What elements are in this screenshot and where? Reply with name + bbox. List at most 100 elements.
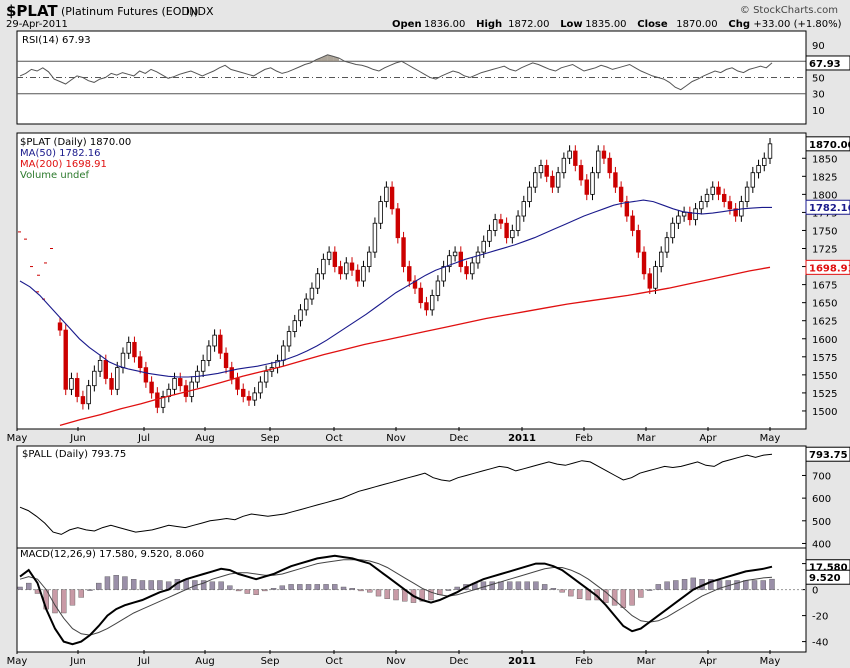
candle-body [235, 378, 240, 390]
rsi-tick-label: 10 [812, 106, 825, 117]
price-legend-item: $PLAT (Daily) 1870.00 [20, 137, 131, 148]
candle-body [510, 230, 515, 239]
candle-body [641, 251, 647, 275]
macd-histogram-bar [550, 588, 557, 590]
candle-body [292, 320, 297, 332]
price-y-tick-label: 1825 [812, 172, 837, 183]
pall-line [19, 453, 773, 535]
candle-body [332, 251, 338, 267]
rsi-tick-label: 50 [812, 74, 825, 85]
macd-x-month-label: Nov [386, 656, 406, 667]
price-x-month-label: Oct [325, 433, 342, 444]
candle-body [258, 381, 263, 394]
candle-body [120, 352, 126, 369]
candle-body [538, 165, 544, 174]
macd-histogram-bar [61, 589, 67, 614]
macd-histogram-bar [270, 588, 277, 590]
macd-badge: 17.580 [809, 563, 848, 574]
candle-body [659, 251, 664, 267]
candle-body [338, 266, 343, 275]
candle-body [492, 219, 498, 231]
price-legend-item: MA(200) 1698.91 [20, 159, 107, 170]
candle-body [681, 212, 687, 217]
macd-histogram-bar [367, 589, 373, 593]
macd-histogram-bar [506, 581, 513, 590]
price-x-month-label: Aug [195, 433, 215, 444]
macd-histogram-bar [305, 584, 312, 590]
macd-histogram-bar [17, 586, 23, 590]
candle-body [561, 157, 567, 174]
candle-body [92, 370, 97, 387]
macd-histogram-bar [209, 581, 216, 590]
candle-body [57, 322, 63, 331]
candle-body [246, 396, 252, 401]
macd-histogram-bar [646, 589, 653, 591]
candle-body [670, 222, 675, 239]
candle-body [298, 309, 303, 322]
macd-x-month-label: 2011 [508, 656, 536, 667]
macd-histogram-bar [524, 581, 530, 590]
chart-header: $PLAT (Platinum Futures (EOD)) INDX 29-A… [6, 2, 842, 30]
price-y-tick-label: 1600 [812, 335, 837, 346]
candle-body [727, 201, 733, 210]
price-x-month-label: May [760, 433, 781, 444]
source: © StockCharts.com [740, 5, 838, 16]
macd-histogram-bar [157, 580, 163, 590]
candle-body [607, 157, 612, 174]
candle-body [309, 287, 315, 300]
candle-body [189, 381, 194, 397]
candle-body [613, 172, 618, 188]
ohlc-label: Low [560, 19, 582, 30]
candle-body [378, 201, 383, 224]
candle-body [573, 150, 578, 166]
candle-body [252, 392, 257, 401]
candle-body [521, 201, 526, 217]
price-y-tick-label: 1575 [812, 353, 837, 364]
macd-histogram-bar [148, 580, 154, 590]
ma50-line [19, 199, 772, 378]
macd-x-month-label: Jun [69, 656, 86, 667]
price-y-tick-label: 1750 [812, 226, 837, 237]
macd-x-month-label: May [7, 656, 28, 667]
pall-badge: 793.75 [809, 450, 848, 461]
candle-body [206, 345, 212, 361]
macd-histogram-bar [743, 580, 749, 590]
ohlc-bar: Open 1836.00 High 1872.00 Low 1835.00 Close 187… [392, 19, 842, 30]
candle-body [481, 240, 486, 253]
macd-x-month-label: Jul [137, 656, 150, 667]
macd-signal-line [19, 559, 773, 636]
macd-histogram-bar [454, 586, 460, 590]
macd-histogram-bar [323, 584, 329, 590]
candle-body [366, 251, 372, 267]
macd-histogram-bar [629, 589, 635, 606]
macd-histogram-bar [638, 589, 644, 598]
candle-body [533, 172, 538, 188]
macd-histogram-bar [349, 588, 355, 590]
ohlc-label: High [476, 19, 502, 30]
candle-body [567, 150, 572, 159]
macd-histogram-bar [498, 581, 504, 590]
candle-body [80, 396, 86, 405]
candle-body [618, 186, 624, 202]
macd-histogram-bar [218, 581, 224, 590]
candle-body [384, 186, 389, 202]
macd-histogram-bar [664, 581, 670, 590]
rsi-tick-label: 90 [812, 41, 825, 52]
macd-histogram-bar [533, 581, 539, 590]
price-x-month-label: Apr [699, 433, 717, 444]
candle-body [767, 143, 773, 159]
candle-body [223, 352, 229, 369]
candle-body [326, 251, 332, 260]
macd-histogram-bar [262, 589, 268, 592]
candle-body [653, 266, 658, 289]
candle-body [733, 208, 738, 217]
macd-histogram-bar [716, 580, 723, 590]
macd-histogram-bar [489, 581, 495, 590]
macd-histogram-bar [122, 576, 128, 590]
macd-histogram-bar [751, 580, 758, 590]
candle-body [212, 334, 217, 347]
macd-histogram-bar [428, 589, 434, 601]
macd-badge-box [805, 569, 850, 585]
candle-body [504, 222, 509, 239]
candle-body [527, 186, 532, 202]
